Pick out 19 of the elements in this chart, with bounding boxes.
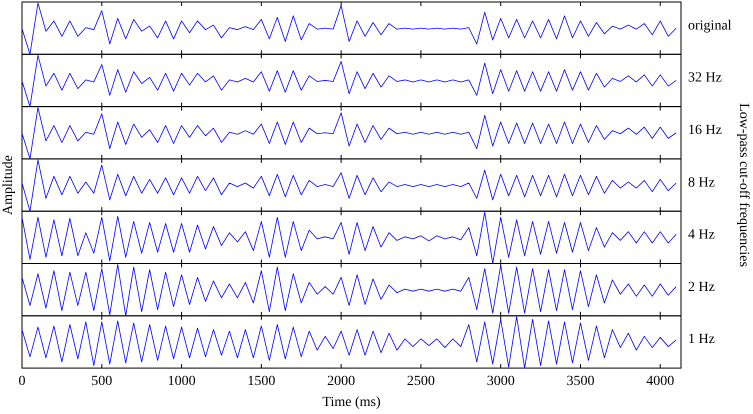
series-label: 8 Hz [688, 175, 715, 190]
series-label: 32 Hz [688, 70, 722, 86]
series-label: 4 Hz [688, 228, 715, 243]
x-tick-label: 2000 [327, 374, 356, 390]
x-tick-label: 1000 [168, 374, 196, 390]
x-tick-label: 500 [91, 374, 112, 390]
x-tick-label: 1500 [247, 374, 276, 390]
y2-axis-title: Low-pass cut-off frequencies [736, 103, 751, 267]
x-tick-label: 2500 [406, 374, 435, 390]
x-tick-label: 0 [18, 374, 26, 390]
x-axis-title: Time (ms) [322, 395, 381, 410]
x-tick-label: 4000 [646, 374, 674, 390]
series-label: original [688, 18, 732, 34]
series-label: 16 Hz [688, 122, 722, 138]
series-label: 2 Hz [688, 280, 715, 295]
y-axis-title: Amplitude [1, 155, 16, 215]
series-label: 1 Hz [688, 332, 715, 348]
x-tick-label: 3500 [566, 374, 594, 390]
x-tick-label: 3000 [486, 374, 515, 390]
